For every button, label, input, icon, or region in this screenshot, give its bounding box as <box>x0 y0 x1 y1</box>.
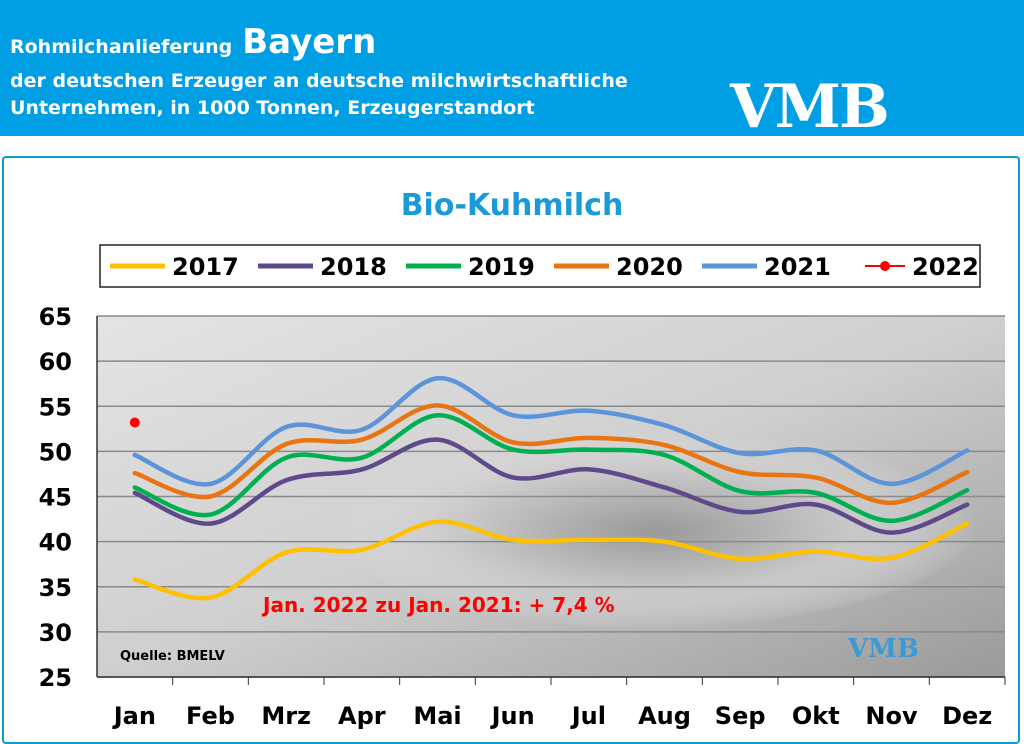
chart-title: Bio-Kuhmilch <box>400 188 624 223</box>
y-tick-label: 65 <box>39 303 72 331</box>
x-tick-label: Nov <box>865 702 918 730</box>
series-line-2018 <box>132 437 970 535</box>
legend-label: 2021 <box>764 253 831 281</box>
y-tick-label: 45 <box>39 484 72 512</box>
title-region: Bayern <box>242 22 377 62</box>
x-tick-label: Mrz <box>261 702 311 730</box>
y-tick-label: 30 <box>39 619 72 647</box>
legend-marker-2022 <box>880 261 890 271</box>
x-tick-label: Jun <box>490 702 535 730</box>
annotation: Jan. 2022 zu Jan. 2021: + 7,4 % <box>261 593 615 617</box>
title-prefix: Rohmilchanlieferung <box>10 36 233 58</box>
header-banner: Rohmilchanlieferung Bayern der deutschen … <box>0 0 1024 142</box>
subtitle-line-2: Unternehmen, in 1000 Tonnen, Erzeugersta… <box>10 97 535 119</box>
header-title: Rohmilchanlieferung Bayern <box>10 22 376 62</box>
y-tick-label: 55 <box>39 393 72 421</box>
y-tick-label: 25 <box>39 664 72 692</box>
x-tick-label: Aug <box>638 702 691 730</box>
series-line-2019 <box>132 413 970 524</box>
vmb-logo: VMB <box>730 72 890 142</box>
x-tick-label: Jul <box>570 702 606 730</box>
legend-label: 2022 <box>912 253 979 281</box>
series-line-2017 <box>132 519 970 601</box>
y-tick-label: 35 <box>39 574 72 602</box>
x-tick-label: Feb <box>186 702 235 730</box>
x-tick-label: Dez <box>942 702 992 730</box>
header-subtitle: der deutschen Erzeuger an deutsche milch… <box>10 68 628 122</box>
legend-label: 2020 <box>616 253 683 281</box>
legend-label: 2019 <box>468 253 535 281</box>
subtitle-line-1: der deutschen Erzeuger an deutsche milch… <box>10 70 628 92</box>
x-tick-label: Sep <box>715 702 766 730</box>
source-label: Quelle: BMELV <box>120 649 225 664</box>
y-tick-label: 50 <box>39 438 72 466</box>
x-tick-label: Jan <box>112 702 156 730</box>
x-tick-label: Apr <box>338 702 386 730</box>
data-point-2022 <box>129 417 140 428</box>
y-tick-label: 40 <box>39 529 72 557</box>
legend-label: 2017 <box>172 253 239 281</box>
x-tick-label: Okt <box>792 702 840 730</box>
milk-splash-image <box>260 410 980 630</box>
y-tick-label: 60 <box>39 348 72 376</box>
legend-label: 2018 <box>320 253 387 281</box>
watermark-logo: VMB <box>847 634 919 664</box>
legend <box>99 244 981 288</box>
x-tick-label: Mai <box>413 702 461 730</box>
series-line-2020 <box>132 403 970 506</box>
series-line-2021 <box>132 376 970 487</box>
